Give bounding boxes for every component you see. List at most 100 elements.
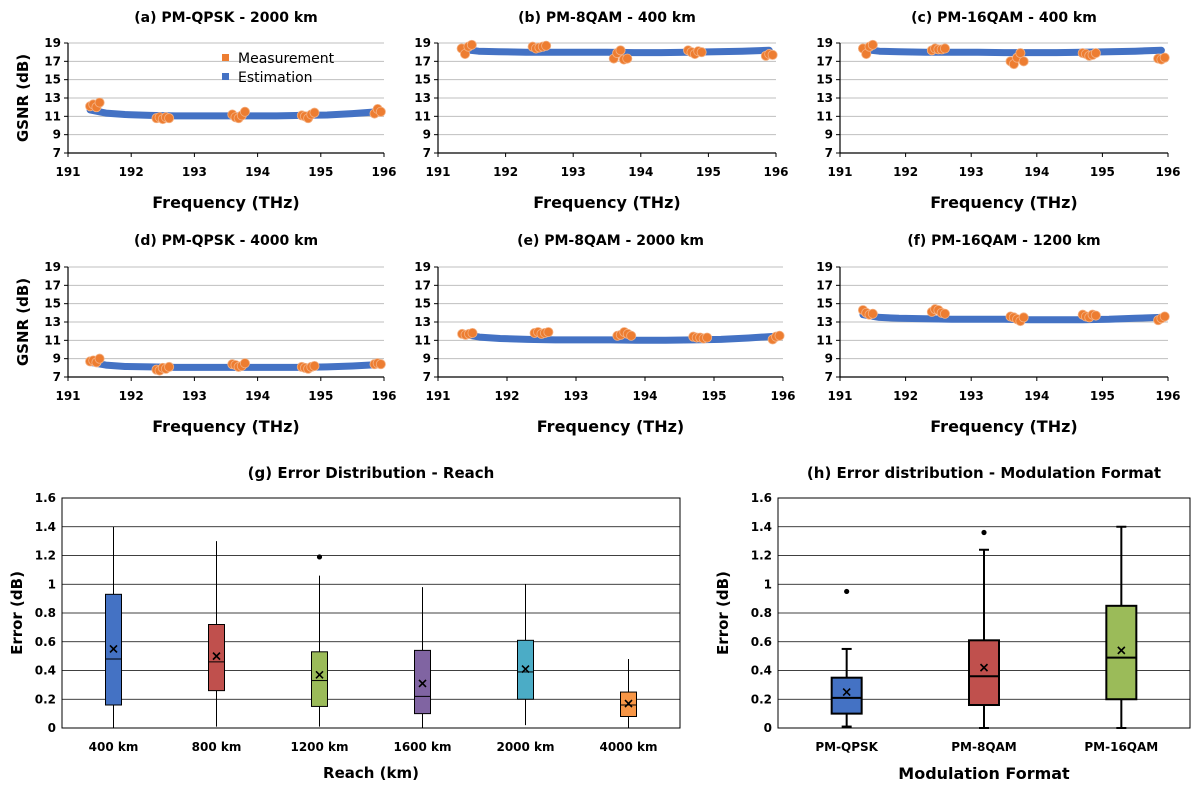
measurement-point [702, 332, 713, 343]
y-tick-label: 0.2 [35, 692, 56, 706]
y-tick-label: 9 [53, 352, 61, 366]
mean-marker [418, 679, 427, 688]
scatter-panel-d: 7 9 11 13 15 17 19 191 192 193 194 195 196 (d) PM-QPS… [14, 233, 397, 436]
y-tick-label: 7 [423, 370, 431, 384]
measurement-point [1018, 56, 1029, 67]
y-tick-label: 1.2 [35, 549, 56, 563]
x-category-label: 4000 km [599, 740, 657, 754]
y-tick-label: 19 [44, 36, 61, 50]
x-category-label: PM-QPSK [815, 740, 878, 754]
x-tick-label: 195 [701, 389, 726, 403]
x-tick-label: 195 [696, 165, 721, 179]
measurement-point [239, 106, 250, 117]
y-tick-label: 7 [53, 370, 61, 384]
measurement-point [94, 97, 105, 108]
mean-marker [315, 670, 324, 679]
scatter-panel-c: 7 9 11 13 15 17 19 191 192 193 194 195 196 (c) PM-16Q… [816, 10, 1180, 212]
estimation-series-line [458, 330, 780, 344]
y-tick-label: 19 [414, 260, 431, 274]
estimation-series-line [458, 45, 773, 57]
y-tick-label: 17 [414, 54, 431, 68]
box-400-km [105, 526, 122, 728]
y-tick-label: 15 [816, 297, 833, 311]
box-800-km [208, 541, 225, 727]
y-tick-label: 11 [816, 109, 833, 123]
box-1200-km [311, 554, 328, 727]
x-tick-label: 196 [371, 165, 396, 179]
measurement-point [164, 361, 175, 372]
box-2000-km [517, 584, 534, 726]
estimation-series-line [86, 106, 382, 120]
y-tick-label: 11 [414, 333, 431, 347]
legend-marker-estimation [222, 73, 229, 80]
y-tick-label: 13 [414, 91, 431, 105]
x-tick-label: 191 [827, 389, 852, 403]
panel-title: (c) PM-16QAM - 400 km [911, 10, 1097, 26]
x-tick-label: 195 [308, 389, 333, 403]
y-tick-label: 17 [816, 278, 833, 292]
measurement-point [309, 360, 320, 371]
y-tick-label: 19 [414, 36, 431, 50]
x-tick-label: 193 [959, 165, 984, 179]
measurement-point [939, 308, 950, 319]
y-axis-label: GSNR (dB) [14, 278, 32, 366]
x-tick-label: 195 [1090, 165, 1115, 179]
measurement-point [1159, 311, 1170, 322]
y-tick-label: 1.6 [751, 491, 772, 505]
measurement-point [1018, 312, 1029, 323]
measurement-point [375, 106, 386, 117]
y-tick-label: 17 [414, 278, 431, 292]
box-panel-h: 0 0.2 0.4 0.6 0.8 1 1.2 1.4 1.6 PM-QPSK PM-8QAM PM-… [714, 464, 1191, 783]
x-tick-label: 191 [425, 165, 450, 179]
measurement-point [239, 358, 250, 369]
y-tick-label: 0.6 [751, 635, 772, 649]
measurement-point [375, 359, 386, 370]
y-tick-label: 17 [816, 54, 833, 68]
x-tick-label: 196 [770, 389, 795, 403]
y-axis-label: Error (dB) [8, 571, 26, 655]
box-pm-qpsk [830, 588, 863, 728]
y-tick-label: 11 [44, 109, 61, 123]
x-tick-label: 192 [893, 165, 918, 179]
x-tick-label: 196 [1155, 165, 1180, 179]
x-category-label: PM-16QAM [1084, 740, 1158, 754]
measurement-point [626, 330, 637, 341]
y-tick-label: 9 [423, 352, 431, 366]
y-tick-label: 7 [825, 146, 833, 160]
y-tick-label: 0.6 [35, 635, 56, 649]
measurement-point [696, 47, 707, 58]
measurement-point [615, 45, 626, 56]
measurement-point [466, 39, 477, 50]
x-tick-label: 194 [1024, 389, 1049, 403]
scatter-panel-b: 7 9 11 13 15 17 19 191 192 193 194 195 196 (b) PM-8QA… [414, 10, 788, 212]
y-tick-label: 9 [423, 128, 431, 142]
measurement-point [867, 39, 878, 50]
box-1600-km [414, 587, 431, 728]
x-tick-label: 191 [55, 389, 80, 403]
x-tick-label: 193 [561, 165, 586, 179]
y-tick-label: 13 [44, 91, 61, 105]
y-tick-label: 1.6 [35, 491, 56, 505]
x-category-label: 2000 km [496, 740, 554, 754]
x-tick-label: 194 [245, 389, 270, 403]
x-tick-label: 192 [119, 389, 144, 403]
measurement-point [767, 49, 778, 60]
measurement-point [774, 330, 785, 341]
panel-title: (f) PM-16QAM - 1200 km [907, 233, 1100, 249]
measurement-point [1090, 48, 1101, 59]
box-pm-8qam [968, 529, 1000, 729]
mean-marker [109, 644, 118, 654]
x-category-label: 1600 km [393, 740, 451, 754]
x-tick-label: 196 [1155, 389, 1180, 403]
y-tick-label: 1 [764, 577, 772, 591]
x-tick-label: 192 [493, 165, 518, 179]
x-axis-label: Modulation Format [898, 764, 1070, 783]
y-tick-label: 0 [48, 721, 56, 735]
y-tick-label: 1 [48, 577, 56, 591]
legend: Measurement Estimation [222, 51, 335, 86]
outlier-point [316, 554, 323, 560]
y-tick-label: 13 [816, 91, 833, 105]
x-tick-label: 194 [1024, 165, 1049, 179]
panel-title: (g) Error Distribution - Reach [248, 464, 495, 482]
x-tick-label: 191 [55, 165, 80, 179]
